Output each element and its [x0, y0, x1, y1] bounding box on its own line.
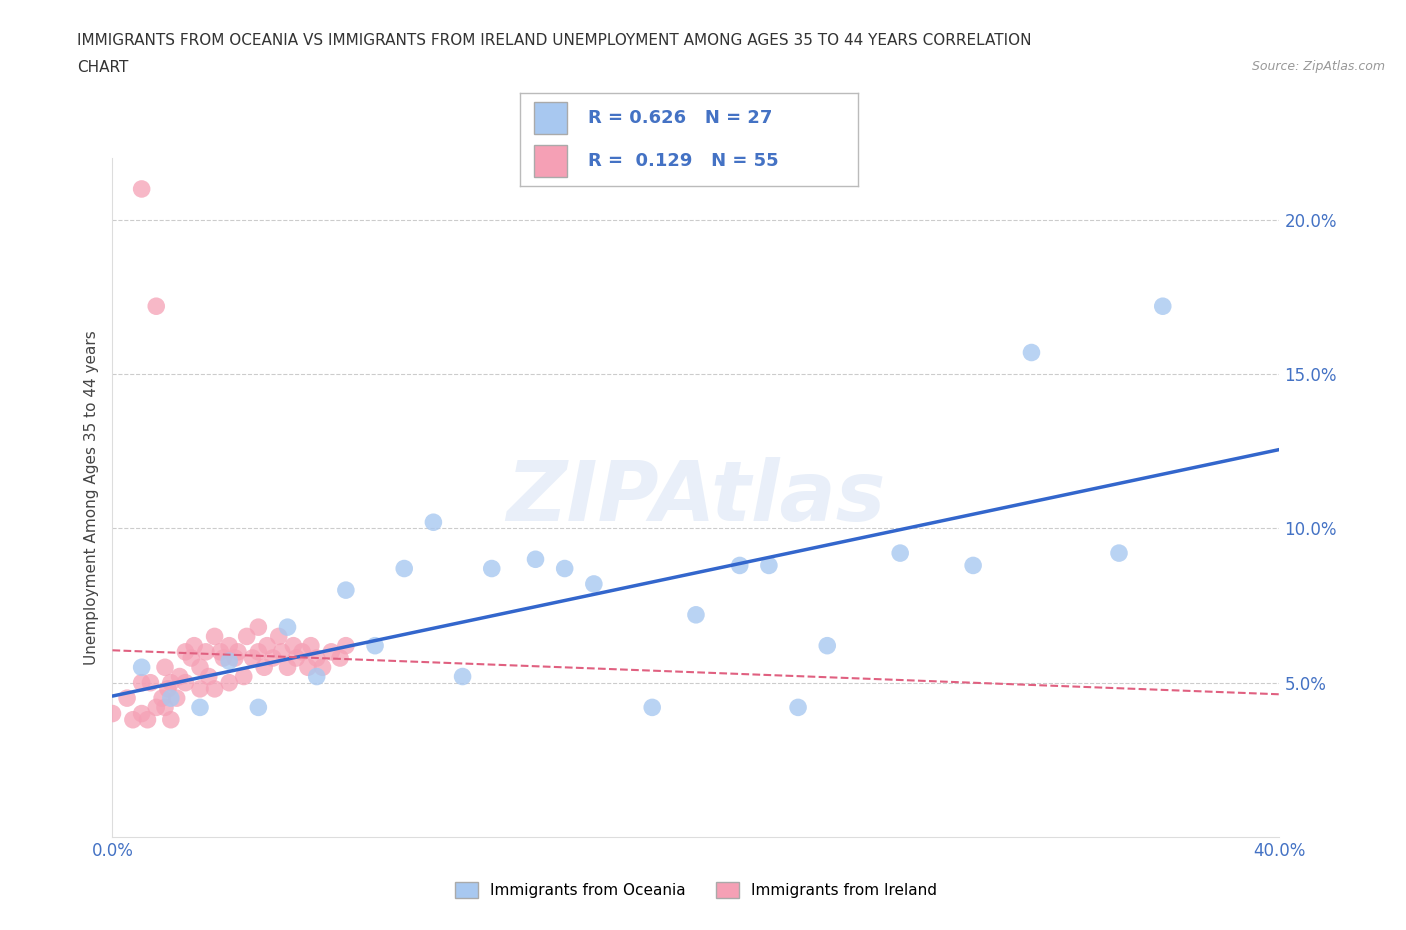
- Text: R =  0.129   N = 55: R = 0.129 N = 55: [588, 152, 779, 170]
- Point: [169, 669, 191, 684]
- Point: [153, 700, 176, 715]
- Point: [276, 619, 298, 634]
- Point: [291, 644, 314, 659]
- Point: [392, 561, 416, 576]
- Point: [285, 651, 308, 666]
- Point: [256, 638, 278, 653]
- Point: [131, 181, 153, 196]
- Point: [218, 638, 240, 653]
- Point: [305, 651, 328, 666]
- Point: [422, 515, 444, 530]
- Point: [226, 644, 249, 659]
- Point: [1108, 546, 1130, 561]
- Legend: Immigrants from Oceania, Immigrants from Ireland: Immigrants from Oceania, Immigrants from…: [449, 876, 943, 904]
- Point: [153, 660, 176, 675]
- Point: [787, 700, 810, 715]
- Point: [212, 651, 235, 666]
- Point: [335, 638, 357, 653]
- Point: [267, 629, 290, 644]
- Point: [204, 682, 226, 697]
- Point: [335, 583, 357, 598]
- Point: [262, 651, 284, 666]
- Point: [145, 700, 167, 715]
- Point: [160, 675, 183, 690]
- Point: [115, 691, 138, 706]
- Point: [962, 558, 984, 573]
- Point: [1021, 345, 1043, 360]
- FancyBboxPatch shape: [534, 102, 568, 134]
- Point: [305, 669, 328, 684]
- Point: [150, 691, 173, 706]
- Text: ZIPAtlas: ZIPAtlas: [506, 457, 886, 538]
- Point: [156, 682, 179, 697]
- Point: [364, 638, 387, 653]
- Point: [188, 700, 211, 715]
- Point: [166, 691, 188, 706]
- Point: [297, 660, 319, 675]
- Point: [321, 644, 343, 659]
- Point: [174, 675, 197, 690]
- Point: [685, 607, 707, 622]
- Point: [299, 638, 322, 653]
- Point: [889, 546, 911, 561]
- Point: [224, 651, 246, 666]
- Point: [1152, 299, 1174, 313]
- Point: [253, 660, 276, 675]
- Point: [145, 299, 167, 313]
- Point: [524, 551, 547, 566]
- Point: [131, 660, 153, 675]
- Point: [311, 660, 333, 675]
- Point: [815, 638, 838, 653]
- Point: [139, 675, 162, 690]
- Point: [481, 561, 503, 576]
- Point: [183, 638, 205, 653]
- Text: CHART: CHART: [77, 60, 129, 75]
- Point: [242, 651, 264, 666]
- Point: [136, 712, 159, 727]
- Point: [758, 558, 780, 573]
- Point: [204, 629, 226, 644]
- Text: Source: ZipAtlas.com: Source: ZipAtlas.com: [1251, 60, 1385, 73]
- Point: [160, 712, 183, 727]
- Y-axis label: Unemployment Among Ages 35 to 44 years: Unemployment Among Ages 35 to 44 years: [83, 330, 98, 665]
- Point: [101, 706, 124, 721]
- Text: IMMIGRANTS FROM OCEANIA VS IMMIGRANTS FROM IRELAND UNEMPLOYMENT AMONG AGES 35 TO: IMMIGRANTS FROM OCEANIA VS IMMIGRANTS FR…: [77, 33, 1032, 47]
- Point: [582, 577, 605, 591]
- Point: [235, 629, 257, 644]
- Point: [247, 700, 270, 715]
- Point: [329, 651, 352, 666]
- Point: [180, 651, 202, 666]
- Point: [122, 712, 145, 727]
- Point: [247, 619, 270, 634]
- Point: [188, 660, 211, 675]
- Point: [194, 644, 217, 659]
- Point: [131, 675, 153, 690]
- Text: R = 0.626   N = 27: R = 0.626 N = 27: [588, 109, 772, 127]
- Point: [218, 654, 240, 669]
- Point: [283, 638, 305, 653]
- Point: [160, 691, 183, 706]
- Point: [276, 660, 298, 675]
- Point: [131, 706, 153, 721]
- Point: [247, 644, 270, 659]
- Point: [728, 558, 751, 573]
- Point: [218, 675, 240, 690]
- Point: [197, 669, 219, 684]
- Point: [209, 644, 232, 659]
- Point: [451, 669, 474, 684]
- Point: [232, 669, 254, 684]
- FancyBboxPatch shape: [534, 145, 568, 177]
- Point: [174, 644, 197, 659]
- Point: [641, 700, 664, 715]
- Point: [554, 561, 576, 576]
- Point: [188, 682, 211, 697]
- Point: [270, 644, 292, 659]
